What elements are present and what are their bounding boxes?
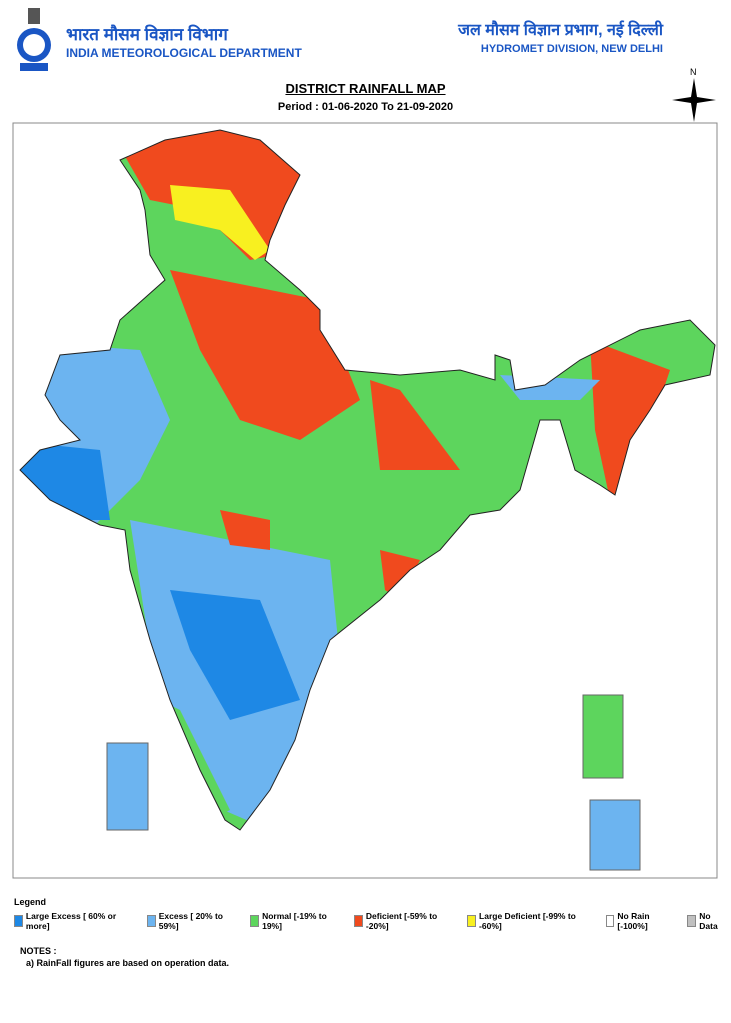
legend: Large Excess [ 60% or more] Excess [ 20% … — [14, 911, 731, 931]
legend-item: Deficient [-59% to -20%] — [353, 911, 461, 931]
legend-item: Normal [-19% to 19%] — [250, 911, 348, 931]
header-hindi-right: जल मौसम विज्ञान प्रभाग, नई दिल्ली — [458, 22, 663, 39]
nicobar-inset — [589, 799, 641, 871]
notes-title: NOTES : — [20, 946, 57, 956]
map-frame — [12, 122, 718, 879]
legend-label: Large Excess [ 60% or more] — [25, 911, 117, 931]
legend-item: Large Deficient [-99% to -60%] — [467, 911, 599, 931]
legend-swatch — [687, 915, 697, 927]
map-title: DISTRICT RAINFALL MAP — [285, 81, 446, 96]
legend-swatch — [467, 915, 477, 927]
legend-item: Excess [ 20% to 59%] — [146, 911, 244, 931]
header-english: INDIA METEOROLOGICAL DEPARTMENT — [66, 46, 302, 60]
header-hindi: भारत मौसम विज्ञान विभाग — [66, 25, 228, 44]
lakshadweep-inset — [106, 742, 149, 831]
legend-item: Large Excess [ 60% or more] — [14, 911, 141, 931]
legend-item: No Rain [-100%] — [605, 911, 682, 931]
legend-swatch — [605, 915, 615, 927]
legend-label: Normal [-19% to 19%] — [262, 911, 327, 931]
legend-title: Legend — [14, 897, 47, 907]
andaman-inset — [582, 694, 624, 779]
legend-label: Deficient [-59% to -20%] — [365, 911, 438, 931]
legend-label: Large Deficient [-99% to -60%] — [479, 911, 576, 931]
legend-swatch — [146, 915, 156, 927]
note: a) RainFall figures are based on operati… — [26, 958, 230, 968]
legend-swatch — [353, 915, 363, 927]
map-period: Period : 01-06-2020 To 21-09-2020 — [277, 101, 454, 113]
emblem — [17, 8, 51, 71]
legend-swatch — [14, 915, 23, 927]
legend-label: Excess [ 20% to 59%] — [158, 911, 223, 931]
legend-swatch — [250, 915, 260, 927]
legend-label: No Data — [699, 911, 718, 931]
compass-north: N — [690, 67, 697, 77]
legend-label: No Rain [-100%] — [617, 911, 650, 931]
header-english-right: HYDROMET DIVISION, NEW DELHI — [480, 43, 663, 55]
compass — [672, 78, 716, 122]
legend-item: No Data — [687, 911, 731, 931]
